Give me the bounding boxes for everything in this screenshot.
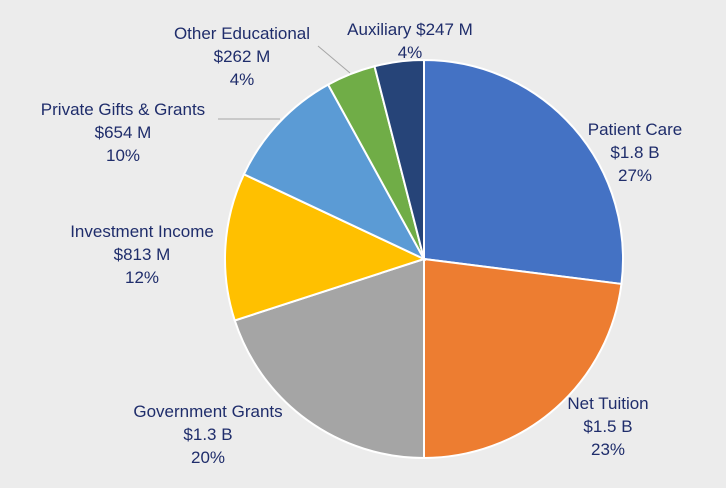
label-auxiliary-name: Auxiliary [347,20,412,39]
label-other-educational-amount: $262 M [213,47,271,66]
pie-slice-private-gifts-grants [242,83,427,262]
leader-line-other-educational [317,45,351,74]
pie-slice-government-grants [233,257,425,460]
label-other-educational-name: Other Educational [173,24,311,43]
label-patient-care: Patient Care $1.8 B 27% [575,118,695,187]
pie-slice-patient-care [423,58,624,286]
label-auxiliary-name-amount: Auxiliary $247 M [330,18,490,41]
label-patient-care-percent: 27% [617,166,653,185]
label-government-grants: Government Grants $1.3 B 20% [113,400,303,469]
label-net-tuition-amount: $1.5 B [583,417,633,436]
pie-slice-net-tuition [423,257,623,460]
label-patient-care-amount: $1.8 B [610,143,660,162]
label-patient-care-name: Patient Care [587,120,683,139]
label-investment-income-percent: 12% [124,268,160,287]
pie-slice-investment-income [224,172,427,322]
label-net-tuition-name: Net Tuition [567,394,649,413]
label-net-tuition-percent: 23% [590,440,626,459]
label-investment-income-name: Investment Income [70,222,214,241]
label-private-gifts-grants-amount: $654 M [94,123,152,142]
label-investment-income: Investment Income $813 M 12% [52,220,232,289]
label-other-educational-percent: 4% [229,70,255,89]
pie-slice-auxiliary [373,58,425,260]
label-auxiliary-amount: $247 M [416,20,473,39]
label-government-grants-amount: $1.3 B [183,425,233,444]
label-net-tuition: Net Tuition $1.5 B 23% [553,392,663,461]
label-private-gifts-grants: Private Gifts & Grants $654 M 10% [18,98,228,167]
label-investment-income-amount: $813 M [113,245,171,264]
label-government-grants-name: Government Grants [133,402,283,421]
label-private-gifts-grants-name: Private Gifts & Grants [40,100,206,119]
label-auxiliary: Auxiliary $247 M 4% [330,18,490,64]
label-government-grants-percent: 20% [190,448,226,467]
label-other-educational: Other Educational $262 M 4% [152,22,332,91]
label-private-gifts-grants-percent: 10% [105,146,141,165]
label-auxiliary-percent: 4% [397,43,423,62]
